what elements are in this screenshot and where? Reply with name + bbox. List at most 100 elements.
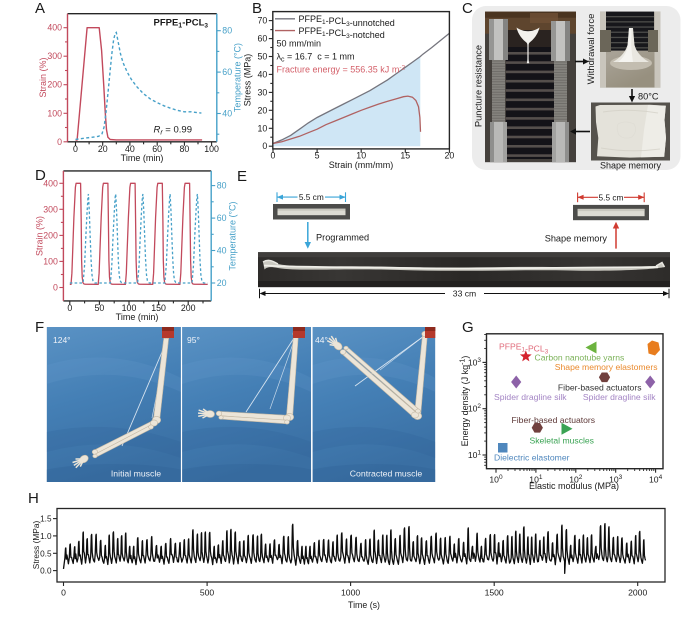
svg-text:0: 0 [67,303,72,313]
svg-text:Contracted muscle: Contracted muscle [350,469,423,479]
svg-text:101: 101 [468,450,482,461]
svg-text:40: 40 [217,246,227,256]
svg-text:300: 300 [43,204,58,214]
svg-text:Programmed: Programmed [316,232,369,242]
svg-text:Strain (%): Strain (%) [38,57,48,97]
svg-text:200: 200 [43,230,58,240]
svg-text:Shape memory: Shape memory [600,161,662,171]
svg-text:103: 103 [609,474,623,485]
svg-text:44°: 44° [315,335,328,345]
svg-text:60: 60 [258,34,268,44]
svg-text:H: H [28,490,39,507]
svg-text:Shape memory: Shape memory [545,234,608,244]
svg-text:40: 40 [258,69,268,79]
svg-text:1000: 1000 [341,588,360,598]
svg-text:Time (min): Time (min) [116,312,159,322]
svg-text:0: 0 [61,588,66,598]
svg-text:Fiber-based actuators: Fiber-based actuators [558,383,642,393]
svg-text:70: 70 [258,16,268,26]
svg-text:20: 20 [98,144,108,154]
svg-text:40: 40 [125,144,135,154]
svg-text:Carbon nanotube yarns: Carbon nanotube yarns [535,352,625,362]
svg-text:Temperature (°C): Temperature (°C) [233,43,243,112]
svg-text:10: 10 [356,151,366,161]
svg-text:20: 20 [258,105,268,115]
svg-text:Skeletal muscles: Skeletal muscles [530,436,594,446]
svg-text:1.5: 1.5 [40,515,52,524]
svg-text:150: 150 [151,303,166,313]
svg-text:101: 101 [529,474,543,485]
svg-text:B: B [252,0,262,17]
svg-text:80: 80 [222,26,232,36]
svg-text:80: 80 [179,144,189,154]
svg-text:500: 500 [200,588,215,598]
svg-text:103: 103 [468,357,482,368]
svg-text:102: 102 [468,403,482,414]
svg-text:Spider dragline silk: Spider dragline silk [494,392,567,402]
svg-text:5.5 cm: 5.5 cm [599,192,624,202]
svg-text:100: 100 [122,303,137,313]
svg-text:50: 50 [95,303,105,313]
svg-text:1.0: 1.0 [40,532,52,541]
svg-text:60: 60 [222,67,232,77]
svg-text:60: 60 [152,144,162,154]
svg-text:60: 60 [217,213,227,223]
svg-text:400: 400 [47,23,62,33]
svg-text:Strain (mm/mm): Strain (mm/mm) [329,160,394,170]
svg-text:0.0: 0.0 [40,567,52,576]
svg-text:A: A [35,0,45,17]
svg-text:95°: 95° [187,335,200,345]
svg-text:Rr = 0.99: Rr = 0.99 [153,125,192,137]
svg-text:20: 20 [217,278,227,288]
svg-text:10: 10 [258,123,268,133]
svg-text:400: 400 [43,178,58,188]
svg-text:200: 200 [47,80,62,90]
svg-text:50 mm/min: 50 mm/min [277,39,322,49]
svg-text:Temperature (°C): Temperature (°C) [228,201,238,270]
svg-text:0.5: 0.5 [40,549,52,558]
svg-text:Elastic modulus (MPa): Elastic modulus (MPa) [529,481,619,491]
svg-text:100: 100 [489,474,503,485]
svg-text:F: F [35,319,44,336]
svg-text:40: 40 [222,109,232,119]
svg-text:Dielectric elastomer: Dielectric elastomer [494,452,570,462]
svg-text:E: E [237,168,247,185]
svg-text:1500: 1500 [485,588,504,598]
svg-text:30: 30 [258,87,268,97]
svg-text:C: C [462,0,473,17]
svg-text:0: 0 [57,137,62,147]
svg-text:D: D [35,167,46,184]
svg-text:200: 200 [181,303,196,313]
svg-text:G: G [462,319,474,336]
svg-text:Puncture resistance: Puncture resistance [474,45,484,127]
svg-text:5: 5 [315,151,320,161]
svg-text:Initial muscle: Initial muscle [111,469,161,479]
svg-text:PFPE1-PCL3: PFPE1-PCL3 [153,18,208,30]
svg-text:15: 15 [400,151,410,161]
svg-text:Withdrawal force: Withdrawal force [586,14,597,85]
svg-text:50: 50 [258,52,268,62]
svg-text:33 cm: 33 cm [453,289,476,299]
svg-text:2000: 2000 [628,588,647,598]
svg-text:100: 100 [43,256,58,266]
svg-text:Energy density (J kg-1): Energy density (J kg-1) [460,356,471,447]
svg-text:Time (min): Time (min) [121,153,164,163]
svg-text:100: 100 [47,108,62,118]
svg-text:Fiber-based actuators: Fiber-based actuators [512,415,596,425]
svg-text:124°: 124° [53,335,71,345]
svg-text:Spider dragline silk: Spider dragline silk [583,392,656,402]
svg-text:5.5 cm: 5.5 cm [299,192,324,202]
svg-text:104: 104 [649,474,663,485]
svg-text:80: 80 [217,181,227,191]
svg-text:Shape memory elastomers: Shape memory elastomers [555,362,658,372]
svg-text:Stress (MPa): Stress (MPa) [31,521,41,570]
svg-text:80°C: 80°C [638,92,659,102]
svg-text:300: 300 [47,51,62,61]
svg-text:λc = 16.7 c = 1 mm: λc = 16.7 c = 1 mm [277,52,355,64]
svg-text:102: 102 [569,474,583,485]
svg-text:Time (s): Time (s) [348,600,380,610]
svg-text:Strain (%): Strain (%) [35,216,45,256]
svg-text:0: 0 [53,283,58,293]
svg-text:Stress (MPa): Stress (MPa) [243,54,253,107]
svg-text:Fracture energy = 556.35 kJ m-: Fracture energy = 556.35 kJ m-2 [277,65,406,75]
